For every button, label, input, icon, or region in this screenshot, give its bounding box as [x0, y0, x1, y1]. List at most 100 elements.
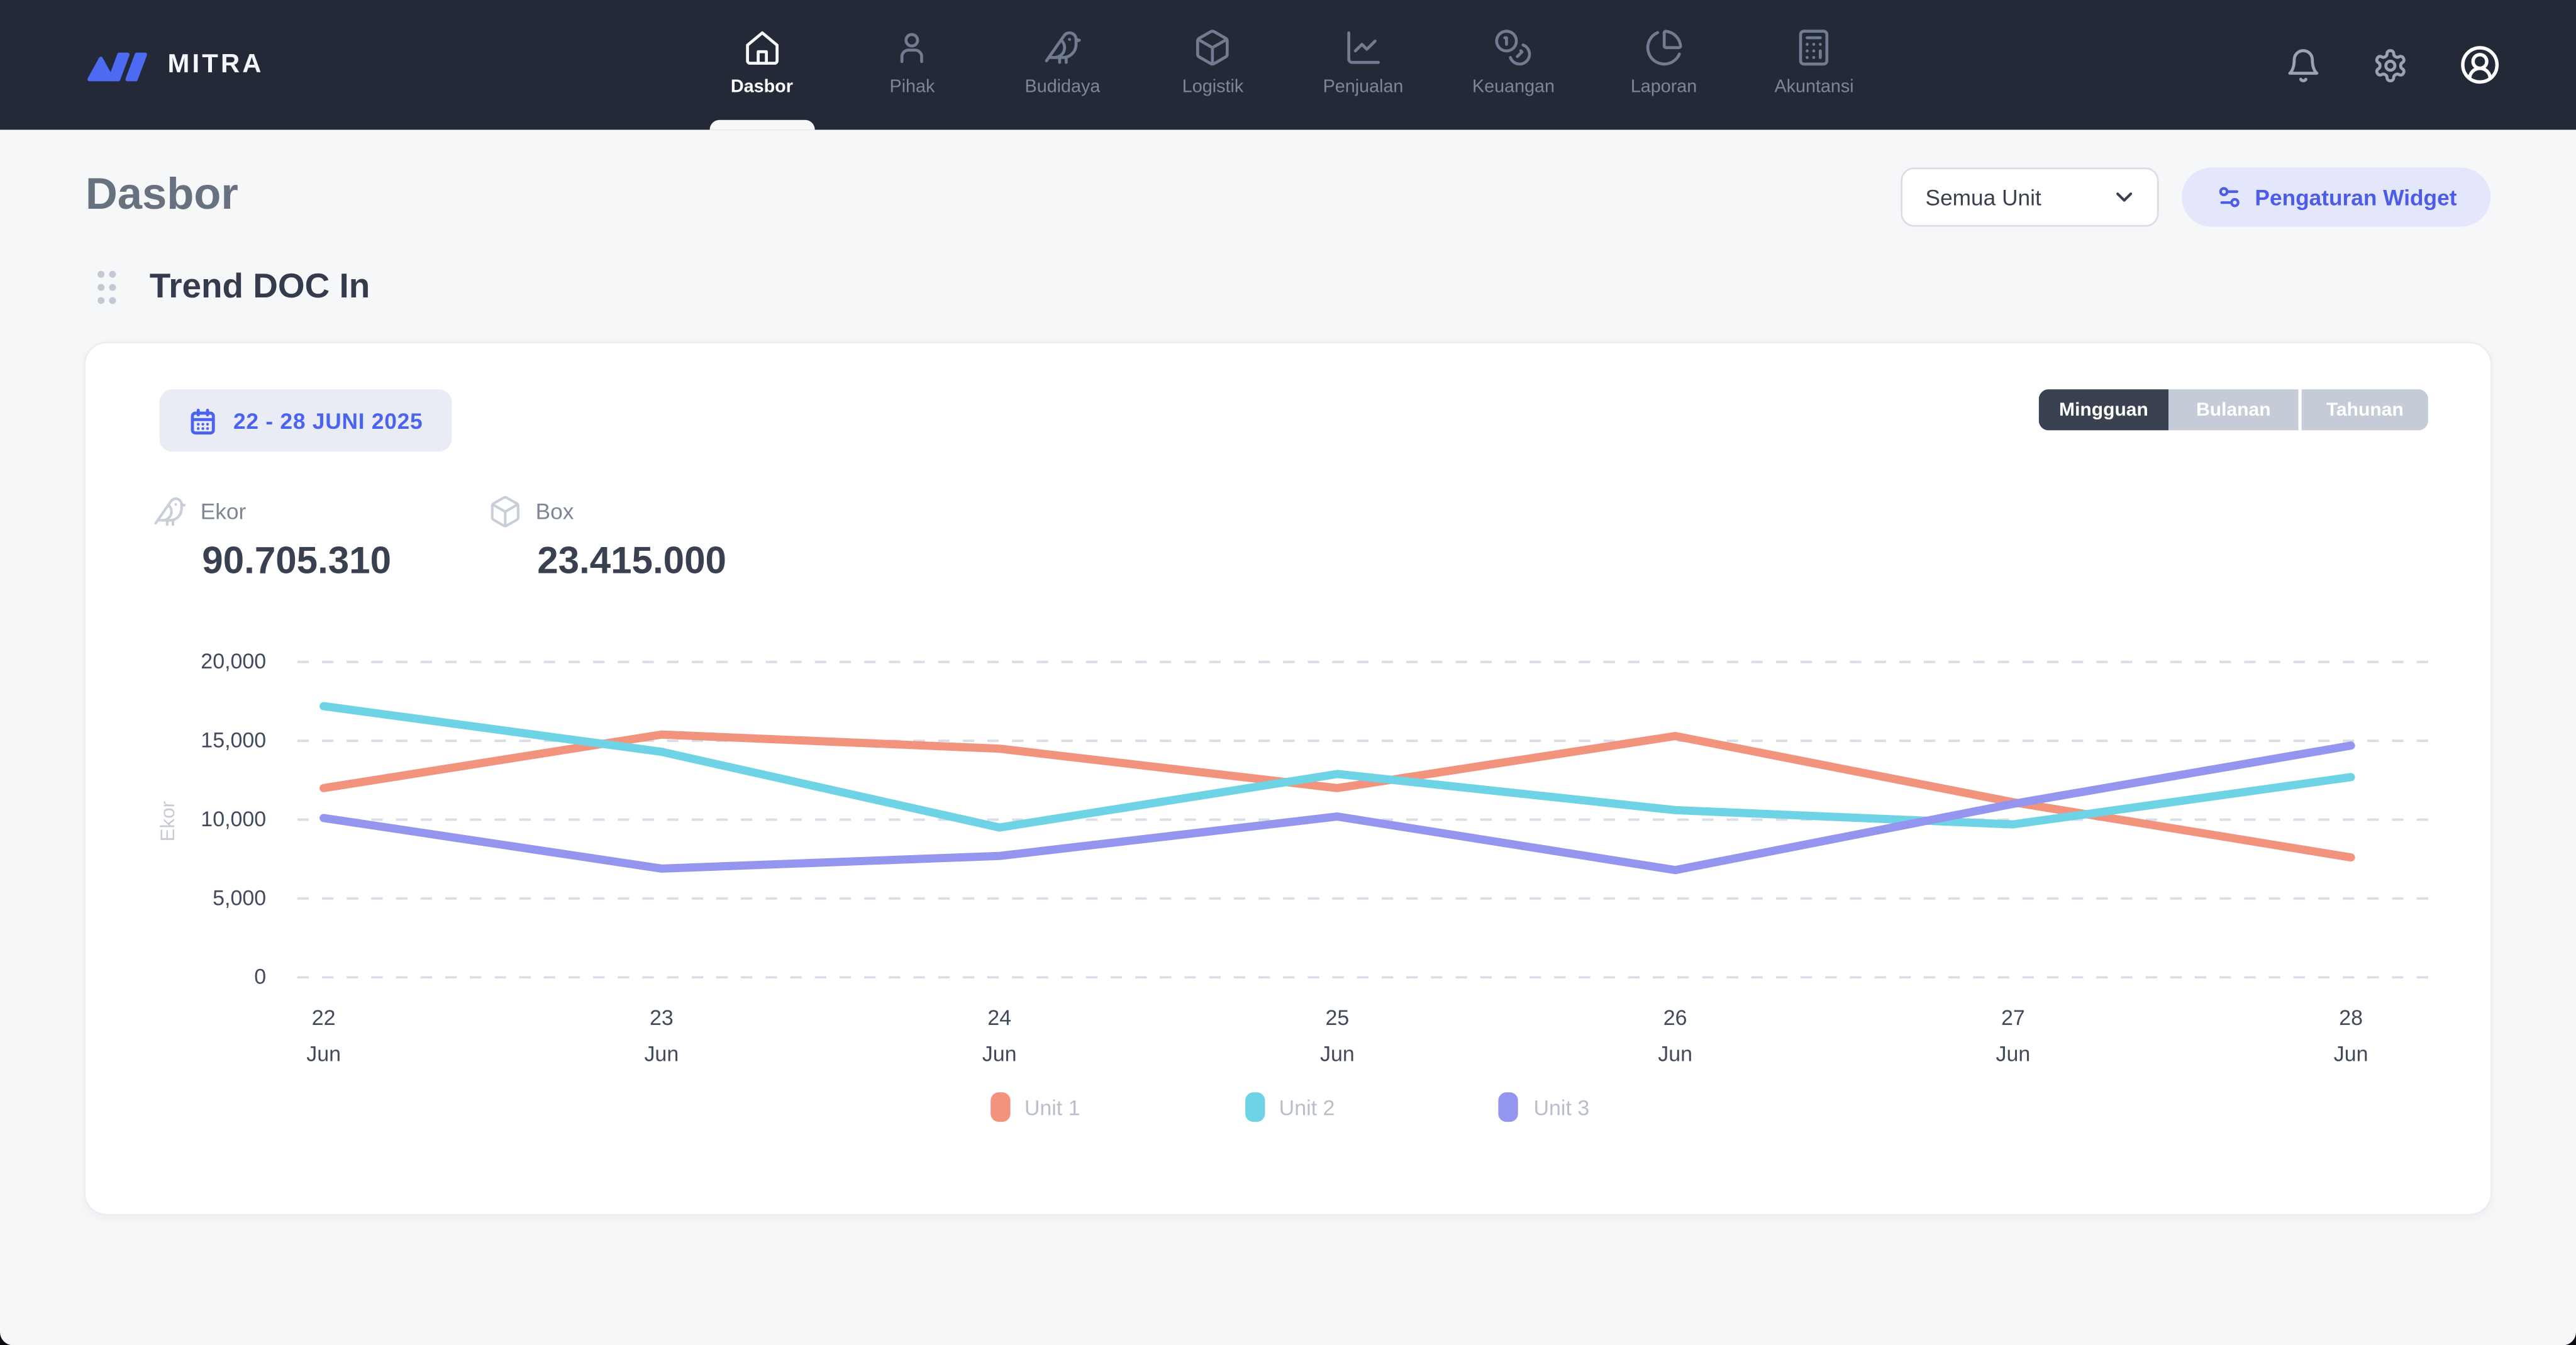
y-tick-label: 10,000: [201, 806, 267, 831]
nav-item-label: Dasbor: [730, 77, 793, 97]
nav-item-keuangan[interactable]: Keuangan: [1438, 0, 1589, 130]
legend-label: Unit 1: [1024, 1095, 1080, 1120]
nav-item-penjualan[interactable]: Penjualan: [1288, 0, 1438, 130]
x-tick-day: 28: [2339, 1005, 2363, 1030]
nav-item-label: Penjualan: [1323, 77, 1404, 97]
date-range-picker[interactable]: 22 - 28 JUNI 2025: [159, 389, 453, 452]
bird-icon: [1043, 28, 1082, 67]
x-tick-day: 22: [311, 1005, 336, 1030]
user-icon: [892, 28, 932, 67]
nav-item-label: Laporan: [1630, 77, 1697, 97]
unit-filter-value: Semua Unit: [1925, 184, 2041, 210]
trend-doc-in-card: 22 - 28 JUNI 2025 Mingguan Bulanan Tahunan…: [84, 341, 2494, 1216]
active-tab-indicator: [709, 119, 815, 130]
legend-item-unit-2[interactable]: Unit 2: [1244, 1092, 1335, 1122]
x-tick-day: 25: [1325, 1005, 1350, 1030]
period-tab-bulanan[interactable]: Bulanan: [2168, 389, 2299, 431]
y-tick-label: 15,000: [201, 728, 267, 753]
drag-handle-icon[interactable]: [94, 268, 120, 307]
chevron-down-icon: [2116, 192, 2133, 202]
x-tick-label: 25 Jun: [1288, 1000, 1387, 1073]
mitra-logo-icon: [87, 52, 147, 82]
box-icon: [488, 494, 523, 529]
navbar-tools: [2285, 0, 2501, 130]
x-tick-label: 22 Jun: [274, 1000, 373, 1073]
calculator-icon: [1794, 28, 1834, 67]
stat-value: 90.705.310: [202, 538, 392, 582]
stat-ekor: Ekor 90.705.310: [153, 494, 391, 583]
x-tick-day: 23: [649, 1005, 674, 1030]
stat-value: 23.415.000: [537, 538, 726, 582]
unit-filter-select[interactable]: Semua Unit: [1901, 167, 2159, 227]
brand[interactable]: MITRA: [86, 0, 264, 130]
y-tick-label: 20,000: [201, 648, 267, 674]
calendar-icon: [191, 407, 215, 434]
x-tick-month: Jun: [2333, 1041, 2368, 1066]
x-tick-month: Jun: [644, 1041, 679, 1066]
stat-box: Box 23.415.000: [488, 494, 726, 583]
x-tick-day: 27: [2001, 1005, 2025, 1030]
x-tick-month: Jun: [1996, 1041, 2031, 1066]
legend-item-unit-1[interactable]: Unit 1: [990, 1092, 1080, 1122]
x-tick-month: Jun: [1319, 1041, 1355, 1066]
stat-label: Box: [535, 499, 574, 524]
x-tick-label: 27 Jun: [1964, 1000, 2063, 1073]
stat-label: Ekor: [200, 499, 247, 524]
legend-swatch: [1499, 1092, 1519, 1122]
x-tick-label: 26 Jun: [1626, 1000, 1724, 1073]
nav-item-budidaya[interactable]: Budidaya: [987, 0, 1138, 130]
x-tick-month: Jun: [306, 1041, 341, 1066]
x-tick-label: 23 Jun: [612, 1000, 711, 1073]
date-range-label: 22 - 28 JUNI 2025: [233, 408, 423, 433]
y-tick-label: 5,000: [213, 885, 267, 911]
period-tab-mingguan[interactable]: Mingguan: [2038, 389, 2169, 431]
x-tick-label: 28 Jun: [2302, 1000, 2401, 1073]
bird-icon: [153, 494, 187, 529]
page-title: Dasbor: [85, 169, 238, 219]
sliders-icon: [2218, 187, 2239, 208]
nav-item-dasbor[interactable]: Dasbor: [687, 0, 837, 130]
period-toggle: Mingguan Bulanan Tahunan: [2038, 389, 2428, 431]
box-icon: [1193, 28, 1233, 67]
trend-line-chart: [297, 660, 2433, 979]
coins-icon: [1494, 28, 1533, 67]
x-tick-day: 24: [987, 1005, 1011, 1030]
widget-header: Trend DOC In: [94, 268, 370, 307]
home-icon: [742, 28, 782, 67]
widget-settings-button[interactable]: Pengaturan Widget: [2182, 167, 2491, 227]
legend-swatch: [1244, 1092, 1265, 1122]
avatar-icon[interactable]: [2460, 45, 2501, 86]
pie-chart-icon: [1644, 28, 1684, 67]
bell-icon[interactable]: [2285, 47, 2321, 82]
widget-settings-label: Pengaturan Widget: [2255, 184, 2457, 210]
nav-item-label: Budidaya: [1024, 77, 1101, 97]
x-tick-month: Jun: [1658, 1041, 1693, 1066]
brand-name: MITRA: [167, 50, 264, 79]
nav-item-label: Pihak: [889, 77, 935, 97]
chart-legend: Unit 1 Unit 2 Unit 3: [86, 1092, 2494, 1122]
legend-swatch: [990, 1092, 1010, 1122]
widget-title: Trend DOC In: [149, 267, 370, 306]
nav-items: Dasbor Pihak Budidaya Logistik Penjualan Keua…: [687, 0, 1889, 130]
period-tab-tahunan[interactable]: Tahunan: [2298, 389, 2428, 431]
legend-label: Unit 3: [1533, 1095, 1590, 1120]
y-tick-label: 0: [254, 964, 267, 989]
nav-item-label: Keuangan: [1472, 77, 1555, 97]
nav-item-laporan[interactable]: Laporan: [1589, 0, 1739, 130]
chart-line-icon: [1343, 28, 1383, 67]
legend-label: Unit 2: [1279, 1095, 1335, 1120]
top-navbar: MITRA Dasbor Pihak Budidaya Logistik Penjual…: [0, 0, 2576, 130]
nav-item-akuntansi[interactable]: Akuntansi: [1739, 0, 1889, 130]
nav-item-pihak[interactable]: Pihak: [837, 0, 987, 130]
nav-item-logistik[interactable]: Logistik: [1138, 0, 1288, 130]
y-axis-title: Ekor: [156, 800, 179, 842]
x-tick-day: 26: [1663, 1005, 1687, 1030]
gear-icon[interactable]: [2372, 47, 2408, 82]
legend-item-unit-3[interactable]: Unit 3: [1499, 1092, 1590, 1122]
x-tick-month: Jun: [982, 1041, 1017, 1066]
nav-item-label: Logistik: [1182, 77, 1244, 97]
nav-item-label: Akuntansi: [1774, 77, 1854, 97]
x-tick-label: 24 Jun: [950, 1000, 1049, 1073]
